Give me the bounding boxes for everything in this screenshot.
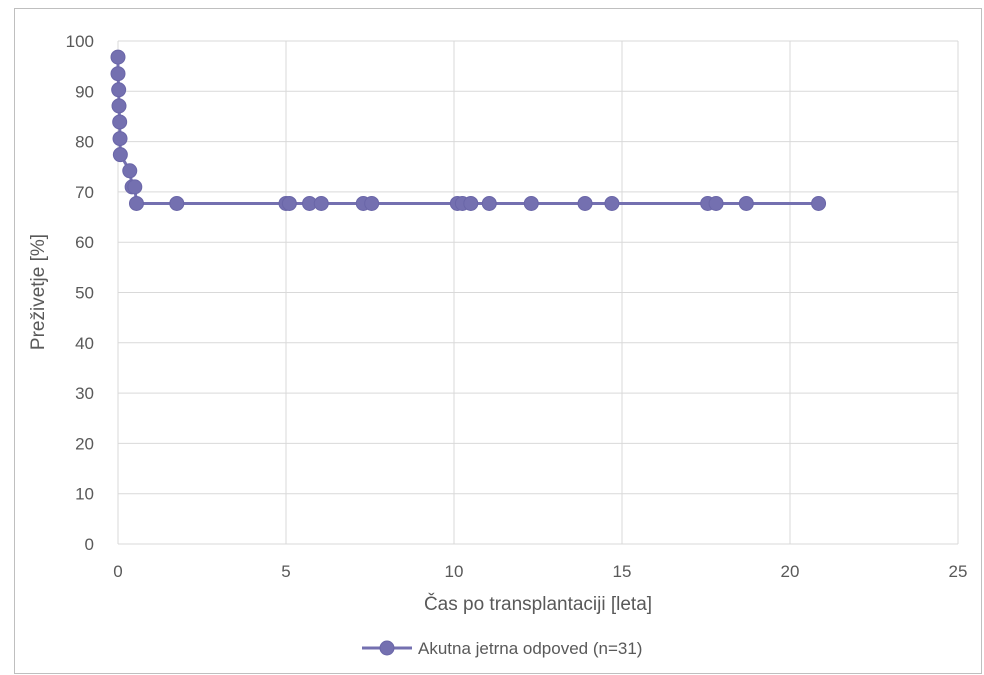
data-point [364, 195, 380, 211]
y-tick-label: 100 [66, 32, 94, 51]
data-point [708, 195, 724, 211]
x-tick-label: 20 [781, 562, 800, 581]
y-tick-label: 80 [75, 133, 94, 152]
series-line [116, 57, 819, 205]
chart-frame [14, 8, 982, 674]
data-point [112, 131, 128, 147]
series-layer [110, 49, 827, 211]
x-tick-label: 10 [445, 562, 464, 581]
y-tick-label: 60 [75, 233, 94, 252]
data-point [313, 195, 329, 211]
data-point [281, 195, 297, 211]
y-tick-label: 0 [85, 535, 94, 554]
legend-marker-swatch [379, 640, 395, 656]
y-tick-label: 70 [75, 183, 94, 202]
x-tick-label: 25 [949, 562, 968, 581]
legend: Akutna jetrna odpoved (n=31) [362, 639, 642, 658]
y-tick-label: 20 [75, 434, 94, 453]
x-tick-label: 5 [281, 562, 290, 581]
data-point [738, 195, 754, 211]
data-point [523, 195, 539, 211]
tick-labels: 0 10 20 30 40 50 60 70 80 90 100 0 5 10 15 20 25 [66, 32, 968, 581]
data-point [110, 49, 126, 65]
data-point [122, 163, 138, 179]
data-point [169, 195, 185, 211]
data-point [112, 147, 128, 163]
y-tick-label: 40 [75, 334, 94, 353]
data-point [604, 195, 620, 211]
y-axis-title: Preživetje [%] [28, 234, 49, 350]
data-point [481, 195, 497, 211]
y-tick-label: 10 [75, 485, 94, 504]
y-tick-label: 30 [75, 384, 94, 403]
data-point [111, 98, 127, 114]
gridlines [117, 40, 959, 545]
y-tick-label: 50 [75, 284, 94, 303]
x-tick-label: 15 [613, 562, 632, 581]
data-point [128, 195, 144, 211]
legend-label: Akutna jetrna odpoved (n=31) [418, 639, 642, 658]
data-point [811, 195, 827, 211]
data-point [110, 66, 126, 82]
data-point [111, 82, 127, 98]
data-point [112, 114, 128, 130]
data-point [577, 195, 593, 211]
data-point [463, 195, 479, 211]
x-axis-title: Čas po transplantaciji [leta] [424, 593, 652, 615]
x-tick-label: 0 [113, 562, 122, 581]
y-tick-label: 90 [75, 82, 94, 101]
data-point [127, 179, 143, 195]
